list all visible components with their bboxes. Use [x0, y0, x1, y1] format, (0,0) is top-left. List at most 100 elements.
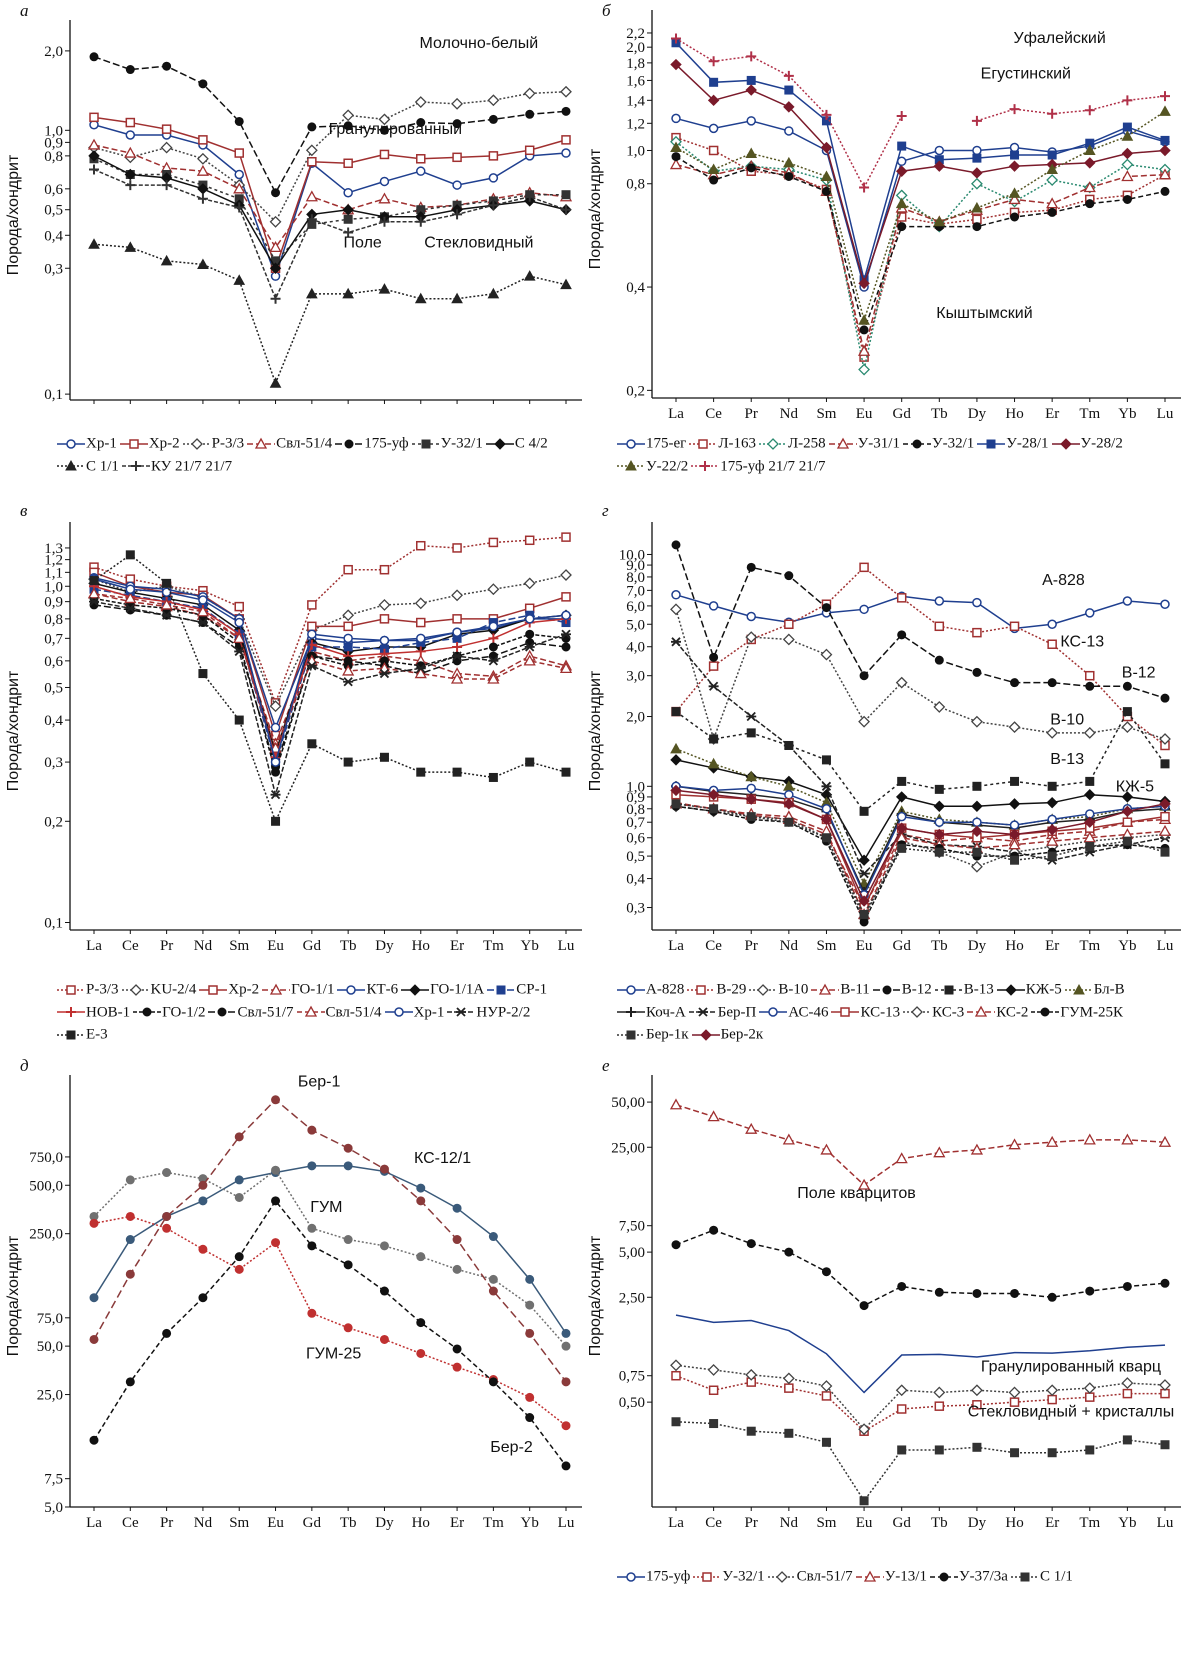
- data-point-f-5-2: [746, 1426, 756, 1436]
- series-e-4: [89, 1196, 571, 1471]
- data-point-b-6-11: [1084, 157, 1096, 169]
- annotation-f-0: Поле кварцитов: [797, 1185, 916, 1202]
- legend-item-f-3: У-13/1: [855, 1565, 927, 1588]
- legend-marker-b-6: [1059, 437, 1072, 450]
- legend-label-c-10: Свл-51/4: [325, 1004, 382, 1021]
- data-point-c-10-0: [87, 587, 101, 599]
- data-point-c-10-10: [450, 672, 464, 684]
- data-point-d-2-8: [971, 715, 983, 728]
- data-point-a-1-10: [452, 152, 462, 163]
- legend-marker-b-2: [767, 437, 779, 450]
- data-point-c-1-5: [269, 700, 282, 713]
- data-point-a-3-4: [233, 182, 246, 194]
- data-point-d-16-0: [670, 784, 682, 797]
- legend-marker-a-0: [66, 438, 76, 449]
- y-tick-label-c-6: 0,7: [44, 631, 63, 647]
- legend-swatch-d-11: [831, 1007, 860, 1017]
- data-point-b-7-13: [1159, 105, 1171, 116]
- data-point-d-14-5: [859, 917, 869, 927]
- data-point-d-5-12: [1122, 707, 1132, 717]
- data-point-c-11-1: [125, 584, 136, 594]
- legend-item-d-6: КЖ-5: [996, 978, 1062, 1001]
- data-point-c-11-13: [561, 610, 571, 620]
- legend-swatch-d-7: [1064, 983, 1093, 995]
- data-point-d-9-0: [671, 637, 681, 647]
- data-point-e-2-8: [379, 1164, 389, 1174]
- data-point-c-13-11: [488, 772, 498, 782]
- x-tick-label-b-10: Er: [1045, 406, 1059, 422]
- chart-panel-d: г Порода/хондрит 0,3 0,4 0,5 0,6 0,7 0,8 0,9 1,0 2…: [587, 500, 1193, 1060]
- series-e-3: [89, 1211, 571, 1431]
- y-axis-label-d: Порода/хондрит: [587, 670, 604, 791]
- y-tick-label-c-7: 0,8: [44, 612, 63, 628]
- y-tick-label-c-5: 0,6: [44, 654, 63, 670]
- legend-swatch-c-12: [447, 1007, 476, 1017]
- y-tick-label-c-0: 0,1: [44, 916, 63, 932]
- legend-label-b-1: Л-163: [718, 435, 756, 452]
- data-point-d-0-13: [1160, 599, 1170, 609]
- data-point-b-2-12: [1121, 158, 1134, 171]
- data-point-b-4-3: [784, 171, 794, 181]
- x-tick-label-b-4: Sm: [816, 406, 836, 422]
- legend-item-c-10: Свл-51/4: [296, 1001, 382, 1024]
- data-point-d-15-3: [784, 817, 794, 827]
- legend-item-b-4: У-32/1: [902, 432, 974, 455]
- data-point-f-3-0: [669, 1098, 683, 1110]
- data-point-c-2-9: [416, 617, 426, 628]
- legend-swatch-c-0: [57, 984, 85, 995]
- data-point-b-7-8: [971, 201, 983, 213]
- data-point-d-1-6: [896, 593, 907, 603]
- data-point-d-4-1: [709, 652, 719, 662]
- legend-item-d-9: Бер-П: [688, 1001, 756, 1024]
- data-point-e-1-1: [125, 1175, 135, 1185]
- data-point-c-10-3: [196, 605, 210, 617]
- data-point-a-3-8: [378, 192, 391, 204]
- data-point-d-16-7: [933, 828, 946, 841]
- series-line-c-7-0: [93, 585, 567, 760]
- data-point-d-4-10: [1047, 678, 1057, 688]
- data-point-f-2-3: [782, 1372, 795, 1385]
- data-point-f-5-4: [821, 1437, 831, 1447]
- data-point-b-4-4: [821, 186, 831, 196]
- y-axis-label-e: Порода/хондрит: [5, 1235, 22, 1356]
- legend-item-f-2: Свл-51/7: [767, 1565, 853, 1588]
- legend-marker-a-3: [255, 437, 268, 449]
- legend-marker-f-5: [1020, 1572, 1030, 1582]
- y-tick-label-b-8: 2,0: [626, 40, 645, 56]
- legend-item-b-2: Л-258: [758, 432, 826, 455]
- data-point-c-12-2: [161, 610, 172, 620]
- legend-item-d-10: АС-46: [758, 1001, 828, 1024]
- data-point-b-8-9: [1009, 104, 1020, 115]
- series-line-b-6-0: [675, 63, 1166, 286]
- y-axis-label-a: Порода/хондрит: [5, 154, 22, 275]
- legend-item-a-7: С 1/1: [56, 455, 119, 478]
- data-point-d-4-2: [746, 562, 756, 572]
- data-point-f-2-5: [858, 1423, 870, 1436]
- data-point-a-8-1: [125, 180, 136, 191]
- legend-f: 175-уф У-32/1 Свл-51/7 У-13/1 У-37/3а С 1/1: [616, 1565, 1186, 1588]
- data-point-a-2-8: [378, 113, 391, 126]
- series-d-2: [670, 603, 1171, 745]
- legend-label-d-7: Бл-В: [1093, 981, 1125, 998]
- data-point-e-0-10: [452, 1203, 462, 1213]
- data-point-d-0-0: [671, 590, 681, 600]
- data-point-e-0-12: [525, 1274, 535, 1284]
- data-point-f-5-1: [709, 1419, 719, 1429]
- legend-swatch-d-8: [617, 1007, 645, 1018]
- data-point-f-4-9: [1010, 1288, 1020, 1298]
- legend-item-d-15: Бер-1к: [616, 1023, 689, 1046]
- legend-marker-c-9: [217, 1007, 227, 1017]
- x-tick-label-d-9: Ho: [1005, 938, 1023, 954]
- series-line-f-2-0: [675, 1364, 1166, 1431]
- legend-swatch-c-1: [121, 983, 150, 996]
- legend-item-d-16: Бер-2к: [691, 1023, 763, 1046]
- data-point-f-3-7: [933, 1146, 946, 1158]
- data-point-e-1-6: [307, 1223, 317, 1233]
- legend-marker-a-5: [421, 439, 431, 449]
- data-point-d-5-9: [1010, 776, 1020, 786]
- data-point-e-2-0: [89, 1334, 99, 1344]
- x-tick-label-d-11: Tm: [1079, 938, 1100, 954]
- legend-label-b-4: У-32/1: [931, 435, 975, 452]
- series-line-f-4-0: [675, 1229, 1166, 1307]
- data-point-a-4-5: [271, 188, 281, 198]
